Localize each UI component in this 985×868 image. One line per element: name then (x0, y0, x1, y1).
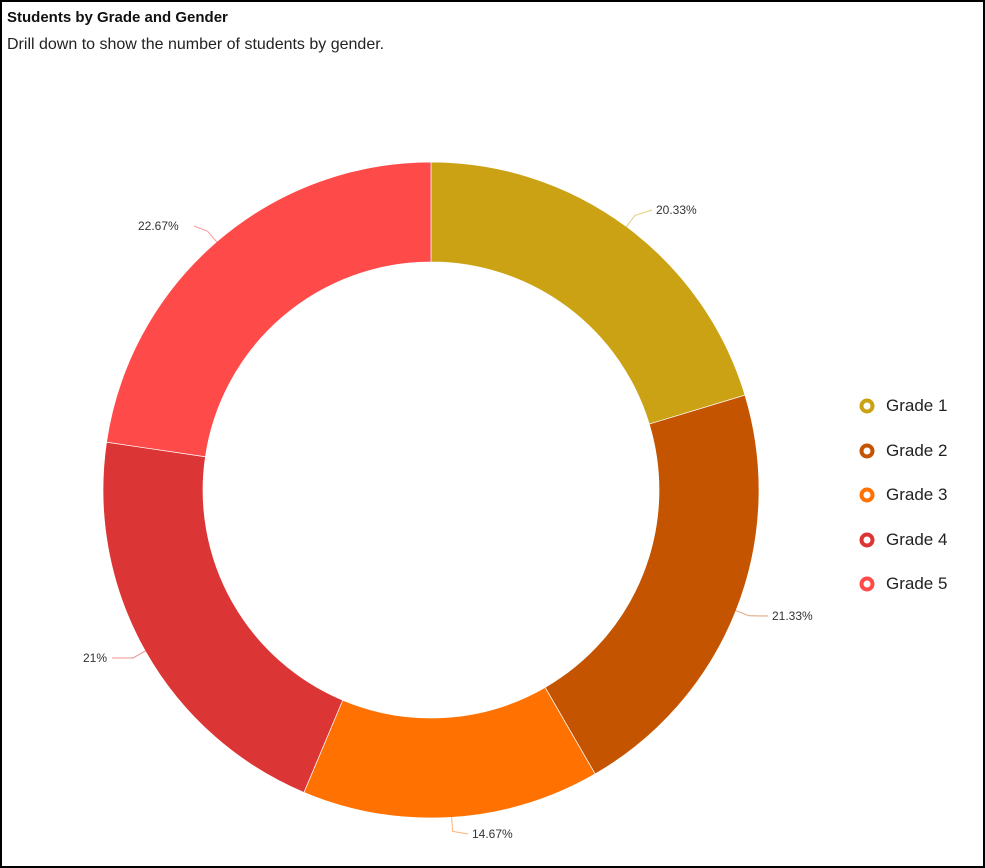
data-label-grade-5: 22.67% (138, 219, 179, 233)
donut-slice-grade-3[interactable] (303, 686, 596, 819)
leader-line (732, 608, 769, 617)
legend-item-grade-1[interactable]: Grade 1 (858, 384, 947, 429)
chart-subtitle: Drill down to show the number of student… (7, 36, 385, 53)
donut-legend-icon (859, 576, 875, 592)
legend-label: Grade 4 (886, 529, 948, 549)
donut-legend-icon (859, 398, 875, 414)
donut-legend-icon (859, 532, 875, 548)
donut-legend-icon (859, 443, 875, 459)
donut-legend-icon (859, 487, 875, 503)
legend-item-grade-2[interactable]: Grade 2 (858, 429, 947, 474)
leader-line (111, 648, 150, 659)
donut-slice-grade-2[interactable] (544, 394, 760, 775)
leader-line (623, 209, 653, 231)
data-label-grade-1: 20.33% (656, 203, 697, 217)
legend-label: Grade 5 (886, 574, 948, 594)
donut-slices (102, 161, 760, 819)
legend: Grade 1 Grade 2 Grade 3 Grade 4 Grade 5 (858, 384, 947, 607)
donut-slice-grade-5[interactable] (106, 161, 432, 458)
data-label-grade-3: 14.67% (472, 827, 513, 841)
donut-slice-grade-1[interactable] (430, 161, 746, 425)
legend-item-grade-3[interactable]: Grade 3 (858, 473, 947, 518)
legend-item-grade-4[interactable]: Grade 4 (858, 518, 947, 563)
legend-label: Grade 3 (886, 485, 948, 505)
data-label-grade-2: 21.33% (772, 609, 813, 623)
legend-label: Grade 2 (886, 440, 948, 460)
data-labels: 20.33% 21.33% 14.67% 21% 22.67% (83, 203, 813, 841)
leader-line (193, 225, 220, 246)
chart-title: Students by Grade and Gender (7, 9, 228, 26)
donut-slice-grade-4[interactable] (102, 441, 344, 793)
legend-item-grade-5[interactable]: Grade 5 (858, 562, 947, 607)
leader-lines (111, 209, 769, 835)
legend-label: Grade 1 (886, 396, 948, 416)
leader-line (450, 813, 469, 835)
data-label-grade-4: 21% (83, 651, 107, 665)
